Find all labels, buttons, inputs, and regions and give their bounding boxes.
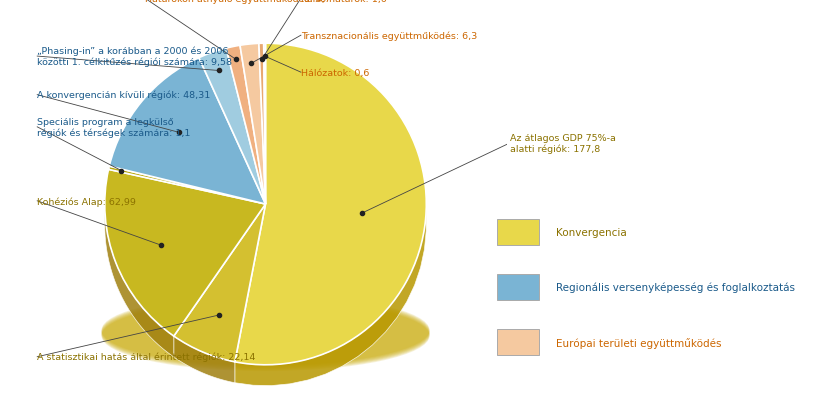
Wedge shape [264,44,266,204]
Text: Transznacionális együttműködés: 6,3: Transznacionális együttműködés: 6,3 [301,31,477,41]
Ellipse shape [101,296,430,366]
Text: Speciális program a legkülső
régiók és térségek számára: 1,1: Speciális program a legkülső régiók és t… [38,117,190,137]
Polygon shape [174,336,234,383]
Ellipse shape [101,297,430,367]
Polygon shape [105,202,174,357]
FancyBboxPatch shape [497,274,539,300]
FancyBboxPatch shape [497,219,539,245]
Wedge shape [199,49,266,204]
Ellipse shape [101,300,430,371]
Ellipse shape [101,297,430,368]
Ellipse shape [101,298,430,369]
Wedge shape [259,44,266,204]
Text: „Phasing-in” a korábban a 2000 és 2006
közötti 1. célkitűzés régiói számára: 9,5: „Phasing-in” a korábban a 2000 és 2006 k… [38,47,232,67]
Text: Az átlagos GDP 75%-a
alatti régiók: 177,8: Az átlagos GDP 75%-a alatti régiók: 177,… [510,134,616,153]
FancyBboxPatch shape [497,330,539,355]
Ellipse shape [101,295,430,366]
Text: Kohéziós Alap: 62,99: Kohéziós Alap: 62,99 [38,197,136,206]
Ellipse shape [101,301,430,371]
Wedge shape [226,46,266,204]
Wedge shape [174,204,266,362]
Ellipse shape [101,299,430,370]
Wedge shape [240,44,266,204]
Text: Konvergencia: Konvergencia [556,227,627,237]
Text: Európai területi együttműködés: Európai területi együttműködés [556,337,721,348]
Text: Külső határok: 1,6: Külső határok: 1,6 [301,0,386,4]
Wedge shape [105,170,266,336]
Text: Határokon átnyúló együttműködés: 4,7: Határokon átnyúló együttműködés: 4,7 [145,0,331,4]
Wedge shape [109,167,266,204]
Wedge shape [109,58,266,204]
Text: A statisztikai hatás által érintett régiók: 22,14: A statisztikai hatás által érintett régi… [38,352,256,362]
Text: Hálózatok: 0,6: Hálózatok: 0,6 [301,68,369,77]
Wedge shape [234,44,426,365]
Text: Regionális versenyképesség és foglalkoztatás: Regionális versenyképesség és foglalkozt… [556,282,795,292]
Text: A konvergencián kívüli régiók: 48,31: A konvergencián kívüli régiók: 48,31 [38,91,211,100]
Polygon shape [234,211,426,386]
